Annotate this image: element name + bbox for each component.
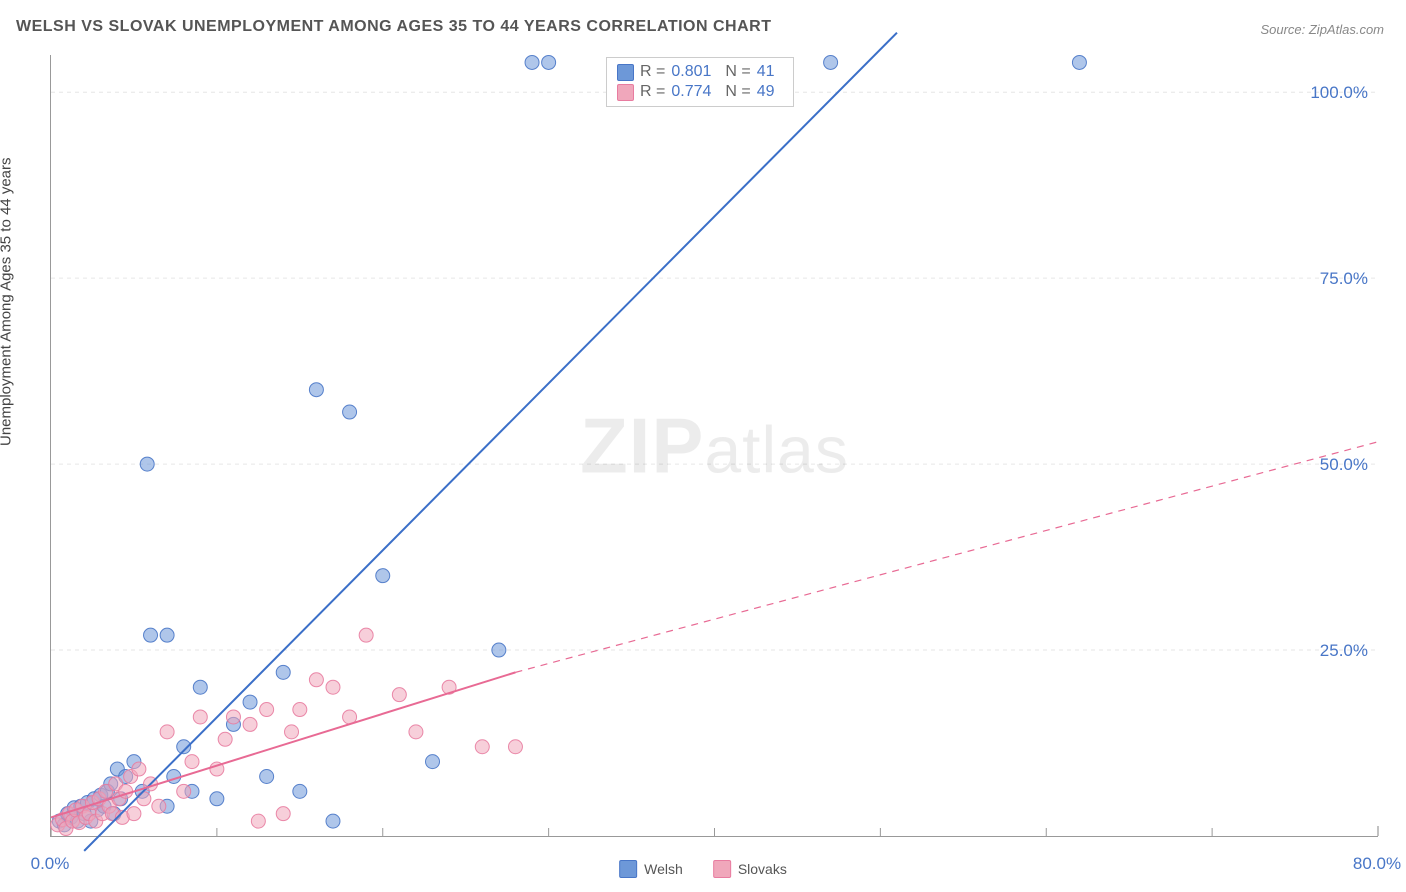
y-tick-label: 25.0% xyxy=(1320,641,1368,661)
stats-row: R = 0.801 N = 41 xyxy=(617,62,783,82)
y-tick-label: 50.0% xyxy=(1320,455,1368,475)
x-tick-label: 80.0% xyxy=(1353,854,1401,874)
stats-row: R = 0.774 N = 49 xyxy=(617,82,783,102)
stat-n-label: N = xyxy=(725,83,750,101)
legend-item: Slovaks xyxy=(713,860,787,878)
y-axis-label: Unemployment Among Ages 35 to 44 years xyxy=(0,157,15,446)
x-tick-label: 0.0% xyxy=(31,854,70,874)
stats-swatch xyxy=(617,64,634,81)
stat-n-label: N = xyxy=(725,63,750,81)
stat-r-label: R = xyxy=(640,83,665,101)
legend-swatch xyxy=(619,860,637,878)
plot-svg xyxy=(51,55,1378,836)
stats-swatch xyxy=(617,84,634,101)
legend-swatch xyxy=(713,860,731,878)
legend-label: Slovaks xyxy=(738,861,787,877)
stat-r-value: 0.801 xyxy=(671,63,719,81)
stat-r-label: R = xyxy=(640,63,665,81)
stat-n-value: 41 xyxy=(757,63,783,81)
chart-title: WELSH VS SLOVAK UNEMPLOYMENT AMONG AGES … xyxy=(16,18,771,36)
legend-bottom: Welsh Slovaks xyxy=(619,860,787,878)
stat-n-value: 49 xyxy=(757,83,783,101)
y-tick-label: 75.0% xyxy=(1320,269,1368,289)
chart-container: WELSH VS SLOVAK UNEMPLOYMENT AMONG AGES … xyxy=(0,0,1406,892)
y-tick-label: 100.0% xyxy=(1310,83,1368,103)
legend-item: Welsh xyxy=(619,860,683,878)
stats-legend-box: R = 0.801 N = 41 R = 0.774 N = 49 xyxy=(606,57,794,107)
stat-r-value: 0.774 xyxy=(671,83,719,101)
plot-area: ZIPatlas R =0.801N =41R =0.774N =49 xyxy=(50,55,1378,837)
legend-label: Welsh xyxy=(644,861,683,877)
source-attribution: Source: ZipAtlas.com xyxy=(1260,22,1384,37)
